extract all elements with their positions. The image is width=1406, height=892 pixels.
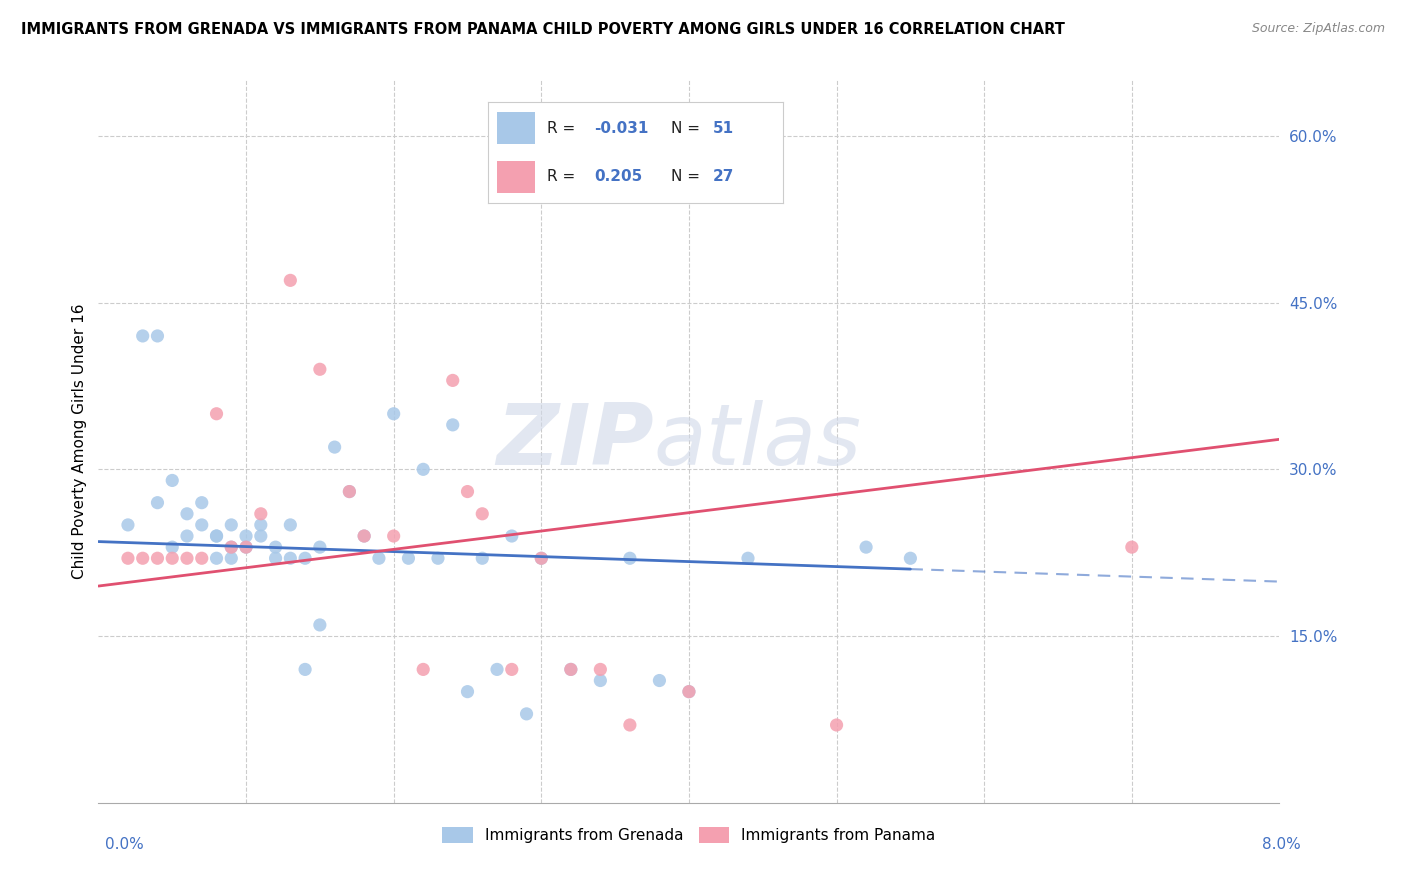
Text: 0.0%: 0.0% xyxy=(105,838,145,852)
Point xyxy=(339,484,361,499)
Point xyxy=(530,551,553,566)
Point xyxy=(264,540,287,554)
Point xyxy=(560,662,582,676)
Point xyxy=(205,407,228,421)
Point xyxy=(264,551,287,566)
Point xyxy=(368,551,391,566)
Point xyxy=(737,551,759,566)
Legend: Immigrants from Grenada, Immigrants from Panama: Immigrants from Grenada, Immigrants from… xyxy=(436,822,942,849)
Point xyxy=(205,551,228,566)
Point xyxy=(146,551,169,566)
Point xyxy=(235,529,257,543)
Point xyxy=(191,551,214,566)
Point xyxy=(427,551,450,566)
Point xyxy=(117,551,139,566)
Text: IMMIGRANTS FROM GRENADA VS IMMIGRANTS FROM PANAMA CHILD POVERTY AMONG GIRLS UNDE: IMMIGRANTS FROM GRENADA VS IMMIGRANTS FR… xyxy=(21,22,1064,37)
Point xyxy=(560,662,582,676)
Point xyxy=(191,496,214,510)
Point xyxy=(457,484,479,499)
Point xyxy=(294,662,316,676)
Point xyxy=(309,618,332,632)
Point xyxy=(146,496,169,510)
Point xyxy=(235,540,257,554)
Point xyxy=(501,529,523,543)
Point xyxy=(589,662,612,676)
Point xyxy=(855,540,877,554)
Point xyxy=(678,684,700,698)
Point xyxy=(412,462,434,476)
Point xyxy=(382,529,405,543)
Text: 8.0%: 8.0% xyxy=(1261,838,1301,852)
Point xyxy=(457,684,479,698)
Point xyxy=(441,417,464,432)
Point xyxy=(132,329,155,343)
Point xyxy=(309,540,332,554)
Point xyxy=(176,507,198,521)
Point xyxy=(146,329,169,343)
Point xyxy=(162,474,183,488)
Point xyxy=(589,673,612,688)
Point xyxy=(530,551,553,566)
Point xyxy=(221,551,243,566)
Point xyxy=(486,662,509,676)
Point xyxy=(235,540,257,554)
Point xyxy=(1121,540,1143,554)
Text: Source: ZipAtlas.com: Source: ZipAtlas.com xyxy=(1251,22,1385,36)
Point xyxy=(900,551,922,566)
Point xyxy=(516,706,538,721)
Point xyxy=(176,529,198,543)
Point xyxy=(678,684,700,698)
Point xyxy=(205,529,228,543)
Point xyxy=(339,484,361,499)
Point xyxy=(221,540,243,554)
Y-axis label: Child Poverty Among Girls Under 16: Child Poverty Among Girls Under 16 xyxy=(72,304,87,579)
Point xyxy=(471,507,494,521)
Point xyxy=(250,529,273,543)
Point xyxy=(280,273,302,287)
Point xyxy=(176,551,198,566)
Point xyxy=(280,551,302,566)
Point xyxy=(353,529,375,543)
Point xyxy=(441,373,464,387)
Point xyxy=(471,551,494,566)
Point xyxy=(250,517,273,532)
Point xyxy=(353,529,375,543)
Point xyxy=(619,718,641,732)
Text: atlas: atlas xyxy=(654,400,862,483)
Point xyxy=(221,517,243,532)
Point xyxy=(398,551,420,566)
Point xyxy=(323,440,346,454)
Point xyxy=(501,662,523,676)
Point xyxy=(648,673,671,688)
Point xyxy=(132,551,155,566)
Point xyxy=(294,551,316,566)
Point xyxy=(825,718,848,732)
Point xyxy=(619,551,641,566)
Point xyxy=(162,551,183,566)
Point xyxy=(221,540,243,554)
Text: ZIP: ZIP xyxy=(496,400,654,483)
Point xyxy=(309,362,332,376)
Point xyxy=(250,507,273,521)
Point xyxy=(412,662,434,676)
Point xyxy=(191,517,214,532)
Point xyxy=(205,529,228,543)
Point xyxy=(117,517,139,532)
Point xyxy=(382,407,405,421)
Point xyxy=(280,517,302,532)
Point xyxy=(162,540,183,554)
